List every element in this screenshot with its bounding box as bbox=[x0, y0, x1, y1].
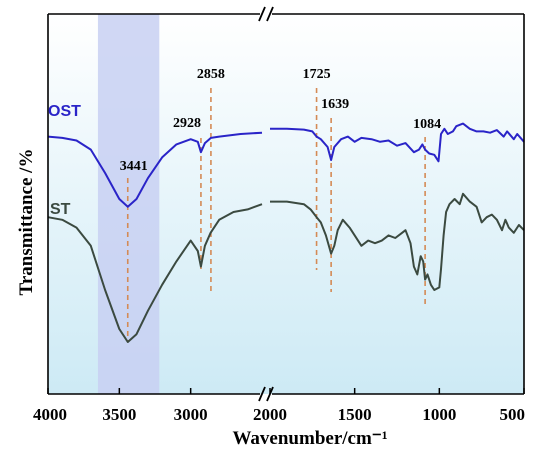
y-axis-title: Transmittance /% bbox=[16, 149, 37, 296]
x-tick-label-4000: 4000 bbox=[33, 405, 67, 424]
peak-label-1639: 1639 bbox=[321, 97, 349, 112]
peak-label-2928: 2928 bbox=[173, 116, 201, 131]
x-axis-title: Wavenumber/cm⁻¹ bbox=[232, 428, 387, 449]
x-tick-label-500: 500 bbox=[500, 405, 526, 424]
peak-labels: 3441 2928 2858 1725 1639 1084 bbox=[120, 67, 441, 174]
series-line-ost-seg1 bbox=[47, 131, 263, 208]
axis-break-mark-bottom-1 bbox=[258, 386, 266, 402]
x-ticks: 4000 3500 3000 2000 1500 1000 500 bbox=[33, 388, 525, 424]
series-line-st-seg2 bbox=[270, 192, 525, 291]
x-tick-label-3500: 3500 bbox=[102, 405, 136, 424]
highlight-band bbox=[97, 14, 160, 394]
series-group bbox=[47, 122, 525, 343]
peak-label-1084: 1084 bbox=[413, 117, 441, 132]
axis-break-mark-top-1 bbox=[258, 6, 266, 22]
series-line-ost-seg2 bbox=[270, 122, 525, 163]
x-tick-label-2000: 2000 bbox=[253, 405, 287, 424]
x-tick-label-3000: 3000 bbox=[174, 405, 208, 424]
peak-label-2858: 2858 bbox=[197, 67, 225, 82]
series-label-ost: OST bbox=[48, 103, 81, 120]
axis-break-mark-top-2 bbox=[266, 6, 274, 22]
series-line-st-seg1 bbox=[47, 203, 263, 343]
peak-label-1725: 1725 bbox=[303, 67, 331, 82]
series-labels: OST ST bbox=[48, 103, 81, 218]
peak-label-3441: 3441 bbox=[120, 159, 148, 174]
axis-frame bbox=[47, 6, 525, 402]
peak-lines bbox=[126, 88, 426, 342]
x-tick-label-1500: 1500 bbox=[338, 405, 372, 424]
series-label-st: ST bbox=[50, 201, 71, 218]
x-tick-label-1000: 1000 bbox=[422, 405, 456, 424]
